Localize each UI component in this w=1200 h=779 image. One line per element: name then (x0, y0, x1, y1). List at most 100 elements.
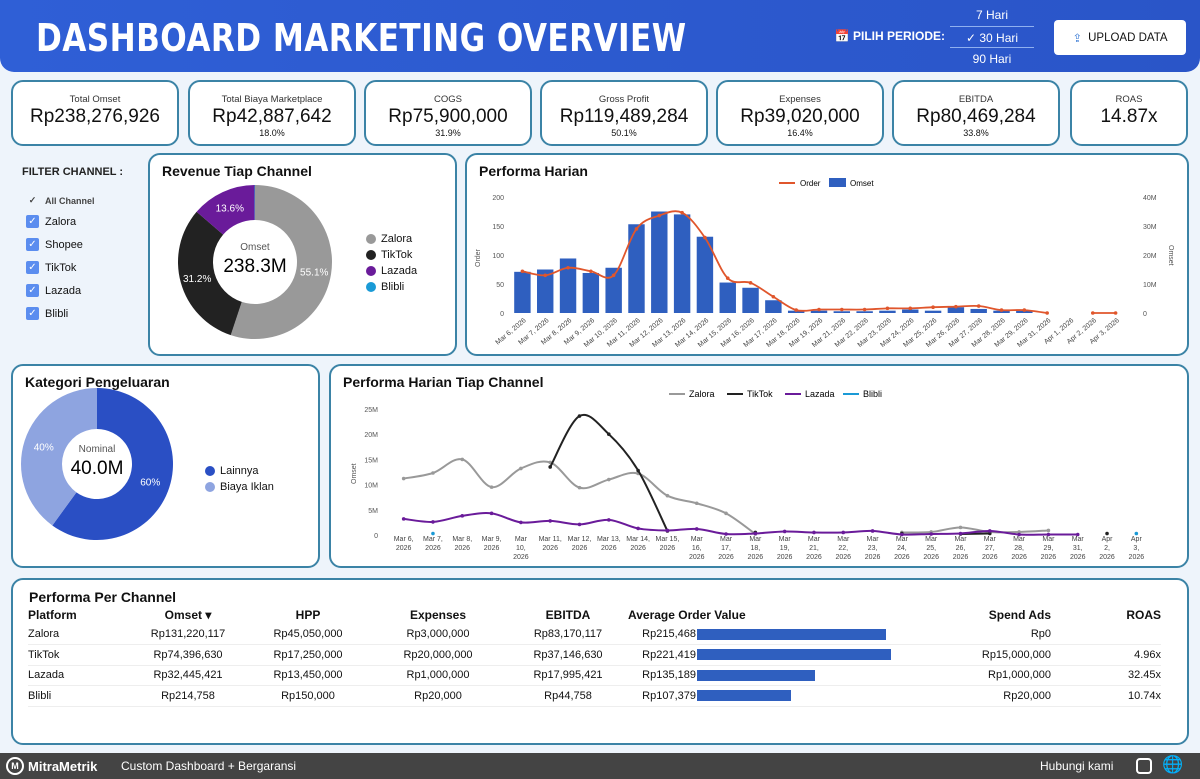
checkbox-icon[interactable]: ✓ (26, 261, 39, 274)
order-point[interactable] (520, 269, 525, 274)
tiktok-point[interactable] (636, 468, 640, 473)
lazada-point[interactable] (665, 528, 670, 533)
instagram-icon[interactable] (1136, 758, 1152, 774)
omset-bar[interactable] (833, 311, 851, 313)
checkbox-icon[interactable]: ✓ (26, 284, 39, 297)
column-header[interactable]: EBITDA (545, 608, 591, 622)
table-row[interactable]: Lazada Rp32,445,421 Rp13,450,000 Rp1,000,00… (28, 665, 1161, 686)
lazada-point[interactable] (900, 532, 904, 537)
order-point[interactable] (725, 276, 730, 280)
omset-bar[interactable] (970, 308, 987, 313)
order-point[interactable] (931, 305, 935, 309)
checkbox-icon[interactable]: ✓ (26, 307, 39, 320)
lazada-point[interactable] (548, 519, 552, 523)
order-point[interactable] (908, 306, 913, 311)
filter-tiktok[interactable]: ✓ TikTok (26, 261, 76, 274)
checkbox-icon[interactable]: ✓ (26, 238, 39, 251)
omset-bar[interactable] (673, 214, 691, 313)
zalora-point[interactable] (431, 471, 435, 475)
blibli-point[interactable] (1134, 531, 1139, 536)
order-point[interactable] (817, 307, 821, 312)
column-header[interactable]: HPP (295, 608, 321, 622)
order-point[interactable] (771, 294, 776, 299)
period-selector[interactable]: 7 Hari ✓ 30 Hari 90 Hari (950, 4, 1034, 70)
zalora-point[interactable] (401, 476, 406, 481)
filter-lazada[interactable]: ✓ Lazada (26, 284, 81, 297)
lazada-point[interactable] (519, 520, 523, 525)
omset-bar[interactable] (742, 287, 759, 313)
legend-item[interactable]: TikTok (366, 247, 417, 263)
column-header[interactable]: Expenses (409, 608, 467, 622)
omset-bar[interactable] (719, 282, 736, 313)
zalora-point[interactable] (724, 511, 728, 516)
order-point[interactable] (611, 273, 616, 278)
tiktok-point[interactable] (607, 432, 611, 436)
zalora-point[interactable] (519, 466, 523, 471)
legend-item[interactable]: Lainnya (205, 463, 274, 479)
order-point[interactable] (1022, 308, 1027, 312)
order-point[interactable] (680, 210, 684, 215)
zalora-point[interactable] (1046, 528, 1051, 533)
order-point[interactable] (657, 213, 662, 218)
order-point[interactable] (566, 265, 570, 270)
order-point[interactable] (703, 235, 707, 240)
lazada-point[interactable] (782, 529, 787, 534)
tiktok-point[interactable] (988, 531, 992, 536)
lazada-point[interactable] (1075, 532, 1080, 537)
period-option-90[interactable]: 90 Hari (972, 52, 1012, 66)
order-point[interactable] (634, 227, 639, 231)
omset-bar[interactable] (514, 271, 531, 313)
column-header[interactable]: Omset ▾ (164, 608, 212, 622)
omset-bar[interactable] (651, 211, 668, 314)
lazada-point[interactable] (870, 529, 875, 533)
lazada-point[interactable] (694, 527, 699, 531)
period-option-7[interactable]: 7 Hari (975, 8, 1008, 22)
omset-bar[interactable] (537, 269, 554, 314)
lazada-point[interactable] (812, 530, 816, 535)
legend-item[interactable]: Zalora (366, 231, 417, 247)
omset-bar[interactable] (696, 236, 714, 313)
donut-slice[interactable] (177, 211, 242, 336)
order-point[interactable] (1090, 311, 1095, 315)
lazada-point[interactable] (401, 517, 406, 521)
table-row[interactable]: Zalora Rp131,220,117 Rp45,050,000 Rp3,000,0… (28, 624, 1161, 645)
zalora-point[interactable] (607, 477, 611, 482)
lazada-point[interactable] (607, 518, 611, 522)
column-header[interactable]: Spend Ads (988, 608, 1051, 622)
donut-slice[interactable] (230, 185, 332, 339)
order-point[interactable] (862, 307, 867, 312)
period-option-30[interactable]: ✓ 30 Hari (950, 26, 1034, 48)
filter-shopee[interactable]: ✓ Shopee (26, 238, 83, 251)
omset-bar[interactable] (628, 224, 645, 313)
lazada-point[interactable] (1017, 532, 1021, 537)
omset-bar[interactable] (559, 258, 577, 313)
order-point[interactable] (840, 307, 844, 312)
tiktok-point[interactable] (577, 414, 582, 418)
zalora-point[interactable] (958, 525, 963, 530)
donut-slice[interactable] (52, 388, 173, 540)
omset-bar[interactable] (856, 311, 873, 313)
tiktok-point[interactable] (548, 465, 552, 469)
omset-bar[interactable] (879, 310, 896, 313)
globe-icon[interactable]: 🌐 (1162, 755, 1184, 774)
donut-slice[interactable] (20, 388, 97, 526)
legend-item[interactable]: Biaya Iklan (205, 479, 274, 495)
order-point[interactable] (999, 308, 1004, 312)
omset-bar[interactable] (582, 272, 600, 313)
lazada-point[interactable] (724, 532, 728, 536)
column-header[interactable]: ROAS (1126, 608, 1161, 622)
omset-bar[interactable] (924, 310, 942, 313)
order-point[interactable] (794, 308, 798, 312)
column-header[interactable]: Platform (28, 608, 77, 622)
tiktok-point[interactable] (1105, 531, 1109, 536)
zalora-point[interactable] (1017, 530, 1021, 534)
checkbox-icon[interactable]: ✓ (26, 215, 39, 228)
zalora-point[interactable] (694, 501, 699, 506)
order-point[interactable] (1113, 311, 1118, 315)
order-point[interactable] (976, 304, 981, 308)
lazada-point[interactable] (988, 529, 992, 533)
contact-link[interactable]: Hubungi kami (1040, 759, 1114, 773)
omset-bar[interactable] (765, 300, 782, 313)
zalora-point[interactable] (489, 485, 494, 489)
lazada-point[interactable] (460, 514, 465, 518)
